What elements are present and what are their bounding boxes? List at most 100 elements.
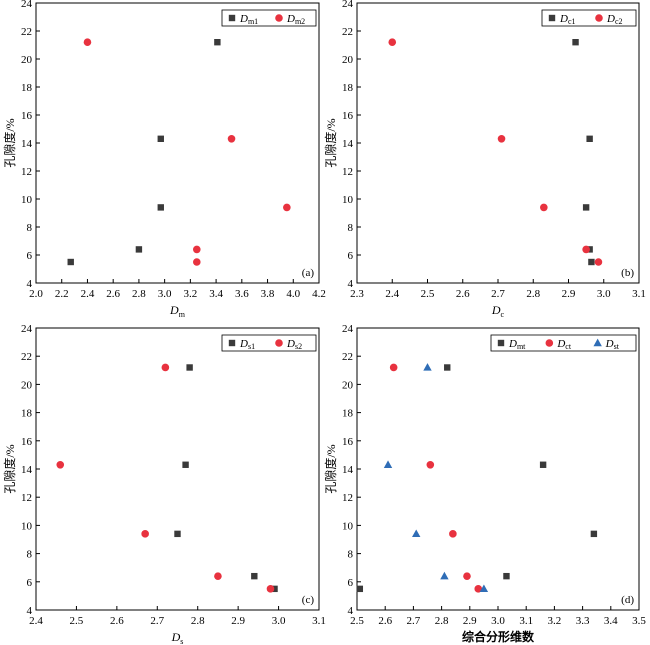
data-point xyxy=(440,571,449,580)
x-tick-label: 2.8 xyxy=(435,615,449,627)
x-tick-label: 2.6 xyxy=(106,288,120,300)
legend-marker xyxy=(593,338,602,347)
y-tick-label: 4 xyxy=(27,278,33,290)
legend-label: Dc1 xyxy=(559,13,576,26)
legend: Dmt Dct Dst xyxy=(490,334,637,352)
y-tick-label: 20 xyxy=(21,379,33,391)
legend-label: Dm2 xyxy=(286,13,305,26)
x-tick-label: 2.4 xyxy=(29,615,43,627)
data-point xyxy=(586,135,593,142)
panel-c: 2.4 2.5 2.6 2.7 2.8 2.9 3.0 3.1 4 6 8 10 12 14 16 18 20 2… xyxy=(2,323,326,645)
y-tick-label: 8 xyxy=(348,222,354,234)
y-tick-label: 18 xyxy=(21,408,33,420)
y-tick-label: 18 xyxy=(342,82,354,94)
data-point xyxy=(356,585,364,593)
data-point xyxy=(582,204,590,211)
legend-label: Dm1 xyxy=(239,13,258,26)
data-point xyxy=(283,203,291,212)
y-tick-label: 10 xyxy=(342,520,354,532)
x-tick-label: 2.5 xyxy=(421,288,435,300)
x-tick-label: 3.1 xyxy=(519,615,533,627)
y-tick-label: 16 xyxy=(342,436,354,448)
y-tick-label: 20 xyxy=(342,54,354,66)
y-axis-label: 孔隙度/% xyxy=(2,118,17,167)
y-tick-label: 8 xyxy=(27,222,33,234)
legend-label: Ds1 xyxy=(239,338,255,351)
data-point xyxy=(426,460,435,469)
legend-label: Dst xyxy=(605,338,620,351)
data-point xyxy=(594,258,603,266)
x-tick-label: 2.0 xyxy=(29,288,43,300)
data-point xyxy=(161,363,170,372)
panel-b: 2.3 2.4 2.5 2.6 2.7 2.8 2.9 3.0 3.1 4 6 8 10 12 14 16 18… xyxy=(323,0,646,319)
y-tick-label: 4 xyxy=(27,605,33,617)
legend-marker xyxy=(545,339,554,347)
x-tick-label: 3.8 xyxy=(261,288,275,300)
legend-marker xyxy=(275,339,283,347)
data-point xyxy=(266,585,275,593)
plot-frame xyxy=(356,2,640,284)
x-tick-label: 2.8 xyxy=(191,615,205,627)
y-tick-label: 14 xyxy=(21,138,33,150)
x-tick-label: 3.1 xyxy=(632,288,646,300)
x-tick-label: 3.0 xyxy=(491,615,505,627)
y-tick-label: 6 xyxy=(348,577,354,589)
legend-label: Dct xyxy=(556,338,572,351)
series-Dc2 xyxy=(388,38,603,266)
x-tick-label: 3.0 xyxy=(158,288,172,300)
y-tick-label: 6 xyxy=(27,250,33,262)
x-tick-label: 3.6 xyxy=(235,288,249,300)
y-tick-label: 10 xyxy=(21,520,33,532)
y-tick-label: 4 xyxy=(348,605,354,617)
y-tick-label: 6 xyxy=(27,577,33,589)
data-point xyxy=(389,363,398,372)
data-point xyxy=(479,584,489,593)
x-tick-label: 2.7 xyxy=(407,615,421,627)
legend-box xyxy=(221,9,317,27)
data-point xyxy=(463,572,471,580)
y-tick-label: 12 xyxy=(342,492,353,504)
data-point xyxy=(182,461,189,468)
y-tick-label: 24 xyxy=(21,323,33,335)
data-point xyxy=(214,572,222,580)
series-Dc1 xyxy=(572,39,595,266)
data-point xyxy=(83,38,92,46)
data-point xyxy=(383,460,393,468)
x-tick-label: 3.3 xyxy=(576,615,590,627)
data-point xyxy=(423,363,432,371)
data-point xyxy=(503,572,510,580)
legend-label: Ds2 xyxy=(286,338,302,351)
x-tick-label: 2.7 xyxy=(150,615,164,627)
x-tick-label: 2.9 xyxy=(463,615,477,627)
legend-box xyxy=(221,334,317,352)
y-tick-label: 22 xyxy=(21,26,32,38)
panel-d: 2.5 2.6 2.7 2.8 2.9 3.0 3.1 3.2 3.3 3.4 3.5 4 6 8 10 12… xyxy=(323,323,646,644)
data-point xyxy=(251,572,258,580)
panel-a: 2.0 2.2 2.4 2.6 2.8 3.0 3.2 3.4 3.6 3.8 4.0 4.2 4 6 8 1… xyxy=(2,0,326,319)
data-point xyxy=(540,203,548,212)
y-tick-label: 4 xyxy=(348,278,354,290)
y-tick-label: 20 xyxy=(21,54,33,66)
y-tick-label: 14 xyxy=(21,464,33,476)
plot-frame xyxy=(35,2,320,284)
y-axis-label: 孔隙度/% xyxy=(323,118,338,167)
data-point xyxy=(67,258,74,266)
x-tick-label: 2.6 xyxy=(110,615,124,627)
y-tick-label: 12 xyxy=(21,492,32,504)
data-point xyxy=(588,258,595,266)
data-point xyxy=(214,39,221,46)
plot-frame xyxy=(356,327,640,611)
panel-label: (a) xyxy=(302,267,315,279)
x-tick-label: 4.0 xyxy=(286,288,300,300)
data-point xyxy=(582,245,590,254)
data-point xyxy=(449,530,457,538)
y-tick-label: 14 xyxy=(342,464,354,476)
data-point xyxy=(56,460,65,469)
y-tick-label: 18 xyxy=(342,408,354,420)
legend-marker xyxy=(497,339,505,347)
data-point xyxy=(227,135,236,143)
legend: Dm1 Dm2 xyxy=(221,9,317,27)
x-axis-label: Ds xyxy=(171,630,184,645)
y-tick-label: 8 xyxy=(27,549,33,561)
x-axis-label: Dm xyxy=(169,303,186,319)
